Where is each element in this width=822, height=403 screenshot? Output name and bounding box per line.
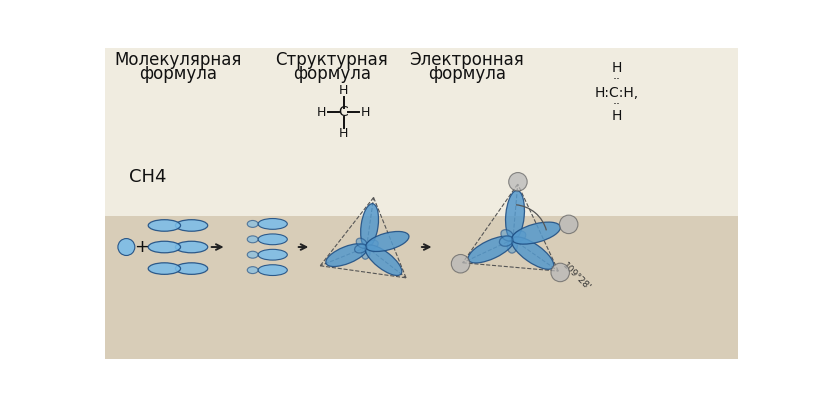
Text: СН4: СН4 bbox=[129, 168, 167, 186]
Ellipse shape bbox=[258, 265, 288, 276]
Text: 109°28': 109°28' bbox=[561, 261, 592, 293]
Ellipse shape bbox=[365, 245, 402, 276]
Ellipse shape bbox=[247, 220, 258, 227]
Ellipse shape bbox=[354, 244, 367, 253]
Ellipse shape bbox=[356, 238, 367, 248]
Ellipse shape bbox=[175, 241, 208, 253]
Ellipse shape bbox=[507, 239, 517, 253]
Circle shape bbox=[551, 263, 570, 282]
Text: Структурная: Структурная bbox=[275, 51, 388, 69]
Text: +: + bbox=[134, 238, 150, 256]
Text: H: H bbox=[612, 109, 622, 123]
Text: C: C bbox=[339, 105, 349, 119]
Ellipse shape bbox=[247, 267, 258, 274]
Ellipse shape bbox=[247, 236, 258, 243]
Ellipse shape bbox=[513, 231, 526, 242]
Ellipse shape bbox=[500, 236, 513, 246]
Text: H: H bbox=[361, 106, 371, 119]
Ellipse shape bbox=[326, 243, 367, 266]
Circle shape bbox=[509, 172, 527, 191]
Ellipse shape bbox=[258, 249, 288, 260]
Text: H:C:H,: H:C:H, bbox=[595, 86, 639, 100]
Ellipse shape bbox=[361, 204, 379, 248]
Ellipse shape bbox=[511, 237, 554, 269]
Text: Молекулярная: Молекулярная bbox=[114, 51, 242, 69]
Text: H: H bbox=[339, 84, 349, 97]
Ellipse shape bbox=[468, 236, 514, 263]
Bar bbox=[105, 216, 738, 359]
Text: H: H bbox=[316, 106, 326, 119]
Text: формула: формула bbox=[293, 64, 371, 83]
Ellipse shape bbox=[366, 231, 409, 251]
Ellipse shape bbox=[175, 220, 208, 231]
Ellipse shape bbox=[247, 251, 258, 258]
Ellipse shape bbox=[512, 222, 561, 244]
Text: формула: формула bbox=[427, 64, 506, 83]
Text: ··: ·· bbox=[613, 73, 621, 86]
Circle shape bbox=[118, 239, 135, 256]
Ellipse shape bbox=[148, 220, 181, 231]
Circle shape bbox=[560, 215, 578, 234]
Ellipse shape bbox=[258, 218, 288, 229]
Ellipse shape bbox=[501, 230, 514, 241]
Ellipse shape bbox=[362, 247, 370, 259]
Ellipse shape bbox=[148, 263, 181, 274]
Ellipse shape bbox=[258, 234, 288, 245]
Text: H: H bbox=[339, 127, 349, 140]
Text: Электронная: Электронная bbox=[409, 51, 524, 69]
Ellipse shape bbox=[367, 240, 378, 249]
Text: ··: ·· bbox=[613, 98, 621, 111]
Circle shape bbox=[451, 254, 470, 273]
Ellipse shape bbox=[175, 263, 208, 274]
Ellipse shape bbox=[506, 191, 524, 240]
Ellipse shape bbox=[148, 241, 181, 253]
Text: формула: формула bbox=[139, 64, 217, 83]
Text: H: H bbox=[612, 61, 622, 75]
